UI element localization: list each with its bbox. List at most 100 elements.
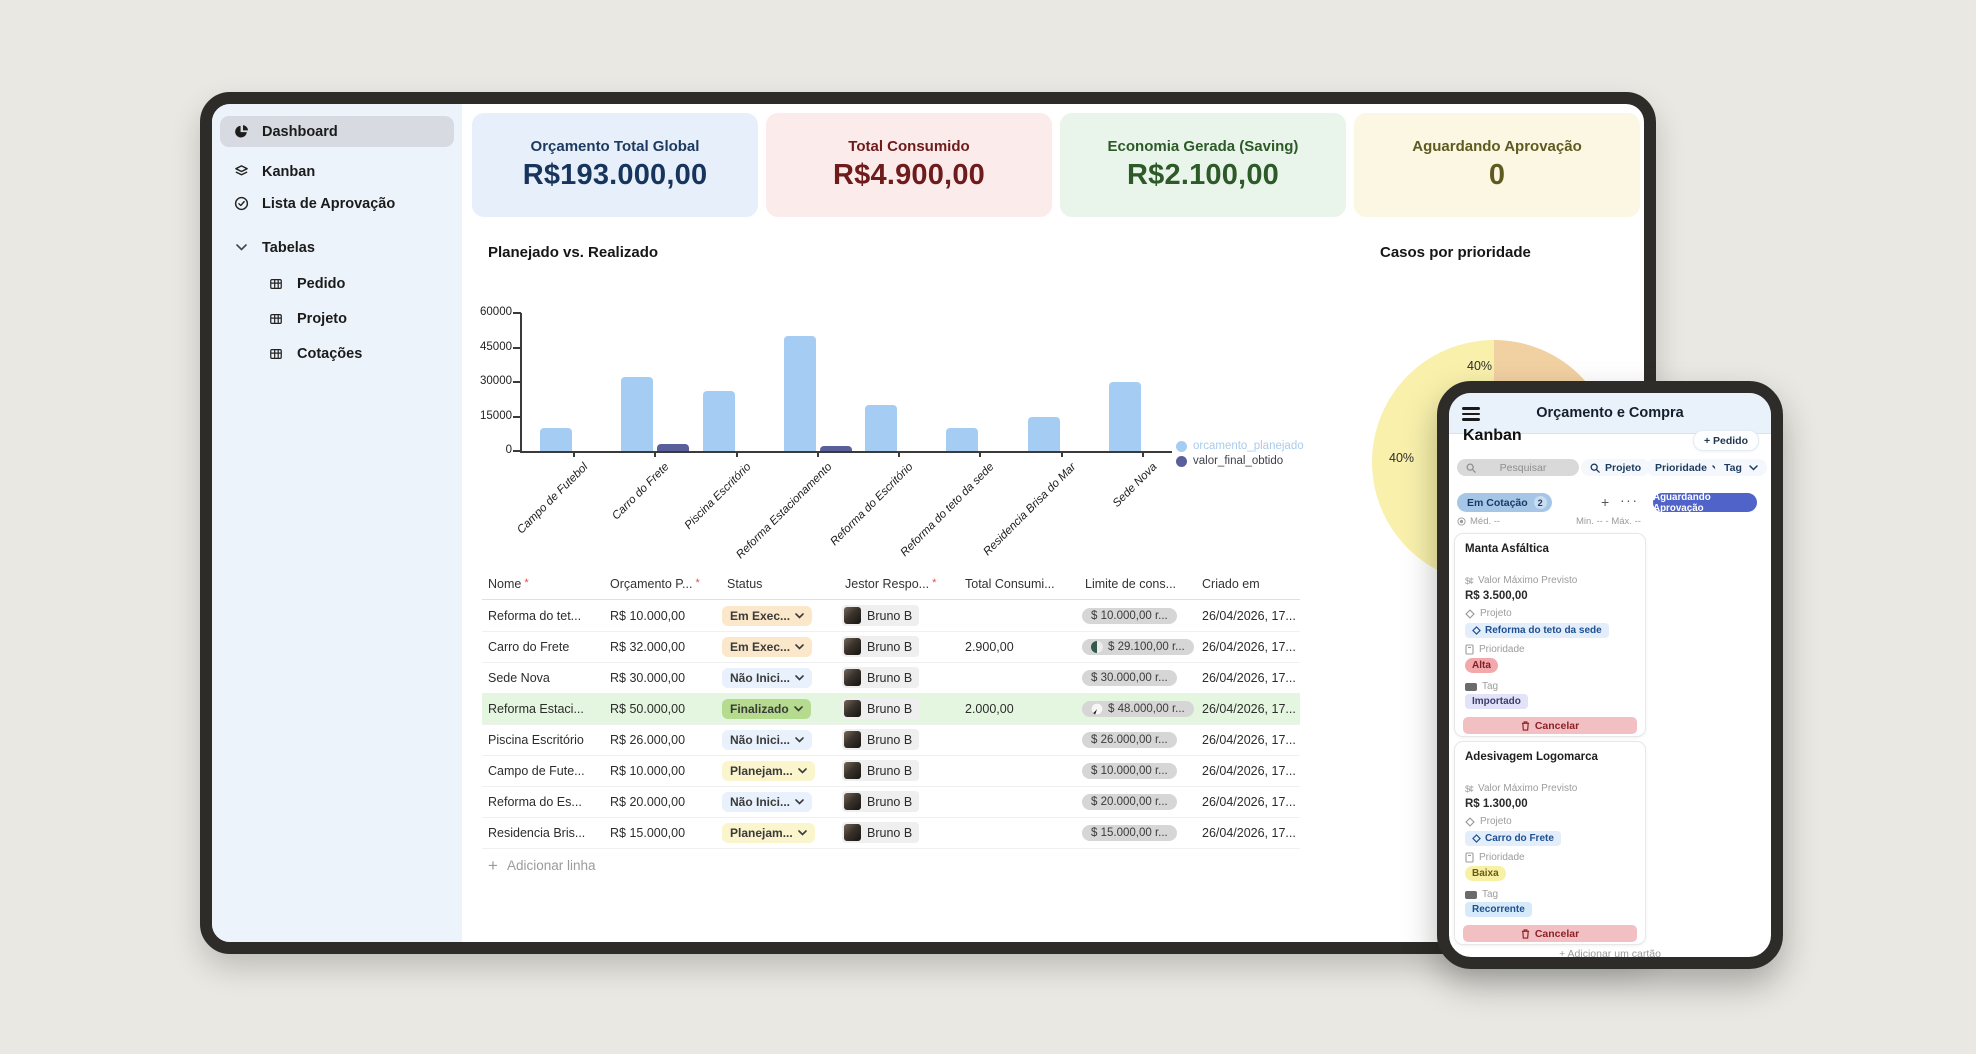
status-dropdown[interactable]: Em Exec...: [722, 636, 813, 657]
owner-chip[interactable]: Bruno B: [842, 791, 920, 812]
chevron-down-icon: [1749, 464, 1758, 471]
owner-chip[interactable]: Bruno B: [842, 698, 920, 719]
column-more-icon[interactable]: ···: [1620, 492, 1639, 508]
card-priority-chip[interactable]: Baixa: [1465, 866, 1506, 881]
card-project-chip[interactable]: Reforma do teto da sede: [1465, 623, 1609, 638]
new-pedido-button[interactable]: + Pedido: [1692, 430, 1759, 451]
legend-label: valor_final_obtido: [1193, 455, 1284, 467]
status-dropdown[interactable]: Planejam...: [722, 822, 815, 843]
money-icon: $¢: [1465, 783, 1474, 794]
status-dropdown[interactable]: Não Inici...: [722, 729, 813, 750]
kanban-card[interactable]: Adesivagem Logomarca $¢ Valor Máximo Pre…: [1454, 741, 1646, 945]
kanban-column-aguardando-aprovacao[interactable]: Aguardando Aprovação: [1653, 492, 1757, 514]
status-dropdown[interactable]: Não Inici...: [722, 791, 813, 812]
cell-name: Piscina Escritório: [488, 732, 584, 747]
owner-chip[interactable]: Bruno B: [842, 667, 920, 688]
cell-owner: Bruno B: [842, 786, 960, 817]
stat-value: 0: [1488, 159, 1506, 191]
table-row[interactable]: Piscina Escritório R$ 26.000,00 Não Inici.…: [482, 724, 1300, 756]
limit-value: $ 30.000,00 r...: [1091, 671, 1168, 684]
sidebar-item-lista-de-aprovacao[interactable]: Lista de Aprovação: [220, 188, 454, 219]
table-row[interactable]: Carro do Frete R$ 32.000,00 Em Exec... Brun…: [482, 631, 1300, 663]
sidebar-item-pedido[interactable]: Pedido: [220, 268, 454, 299]
cell-limit: $ 48.000,00 r...: [1082, 693, 1197, 724]
cancel-button[interactable]: Cancelar: [1463, 717, 1637, 734]
sidebar-item-projeto[interactable]: Projeto: [220, 303, 454, 334]
status-dropdown[interactable]: Finalizado: [722, 698, 811, 719]
limit-value: $ 10.000,00 r...: [1091, 609, 1168, 622]
owner-chip[interactable]: Bruno B: [842, 760, 920, 781]
plus-icon: +: [488, 856, 498, 875]
card-project-chip[interactable]: Carro do Frete: [1465, 831, 1561, 846]
filter-projeto[interactable]: Projeto: [1581, 459, 1651, 476]
column-header-nome[interactable]: Nome: [488, 577, 529, 591]
owner-chip[interactable]: Bruno B: [842, 729, 920, 750]
status-dropdown[interactable]: Não Inici...: [722, 667, 813, 688]
limit-pill: $ 20.000,00 r...: [1082, 793, 1177, 810]
table-row[interactable]: Campo de Fute... R$ 10.000,00 Planejam... B…: [482, 755, 1300, 787]
sidebar-item-cotacoes[interactable]: Cotações: [220, 338, 454, 369]
cell-budget: R$ 32.000,00: [610, 639, 686, 654]
card-title: Manta Asfáltica: [1465, 543, 1549, 555]
cell-created: 26/04/2026, 17...: [1202, 670, 1296, 685]
x-axis-tick: [816, 451, 819, 457]
cell-total: [965, 786, 1078, 817]
cell-name: Reforma do tet...: [488, 608, 582, 623]
sidebar-item-tabelas[interactable]: Tabelas: [220, 232, 454, 263]
filter-partial[interactable]: [1773, 459, 1783, 476]
status-label: Não Inici...: [730, 670, 791, 685]
column-header-status[interactable]: Status: [727, 577, 763, 591]
card-project-label: Projeto: [1465, 816, 1512, 827]
card-tag-chip[interactable]: Importado: [1465, 694, 1528, 709]
cell-status: Planejam...: [722, 817, 840, 848]
x-axis-tick: [735, 451, 738, 457]
kanban-column-em-cotacao[interactable]: Em Cotação 2: [1457, 493, 1552, 512]
filter-tag[interactable]: Tag: [1715, 459, 1767, 476]
card-priority-label: Prioridade: [1465, 852, 1525, 863]
owner-chip[interactable]: Bruno B: [842, 822, 920, 843]
cell-created: 26/04/2026, 17...: [1202, 794, 1296, 809]
y-axis-tick: [513, 312, 521, 314]
card-value-label: $¢ Valor Máximo Previsto: [1465, 783, 1578, 794]
avatar: [844, 731, 861, 748]
limit-pill: $ 15.000,00 r...: [1082, 824, 1177, 841]
table-row[interactable]: Residencia Bris... R$ 15.000,00 Planejam..…: [482, 817, 1300, 849]
column-header-criado[interactable]: Criado em: [1202, 577, 1260, 591]
cell-limit: $ 30.000,00 r...: [1082, 662, 1197, 693]
sidebar-item-kanban[interactable]: Kanban: [220, 156, 454, 187]
bar-valor_final_obtido: [657, 444, 690, 451]
owner-chip[interactable]: Bruno B: [842, 605, 920, 626]
hamburger-menu-icon[interactable]: [1462, 407, 1480, 421]
kanban-card[interactable]: Manta Asfáltica $¢ Valor Máximo Previsto…: [1454, 533, 1646, 737]
owner-name: Bruno B: [867, 763, 913, 778]
add-row-button[interactable]: + Adicionar linha: [488, 857, 596, 874]
table-row[interactable]: Sede Nova R$ 30.000,00 Não Inici... Bruno B…: [482, 662, 1300, 694]
cancel-button[interactable]: Cancelar: [1463, 925, 1637, 942]
filter-prioridade[interactable]: Prioridade: [1646, 459, 1730, 476]
table-row[interactable]: Reforma do tet... R$ 10.000,00 Em Exec... B…: [482, 600, 1300, 632]
owner-name: Bruno B: [867, 639, 913, 654]
owner-chip[interactable]: Bruno B: [842, 636, 920, 657]
add-card-button[interactable]: + Adicionar um cartão: [1559, 948, 1661, 960]
column-header-total[interactable]: Total Consumi...: [965, 577, 1055, 591]
cell-created: 26/04/2026, 17...: [1202, 732, 1296, 747]
sidebar-item-dashboard[interactable]: Dashboard: [220, 116, 454, 147]
card-project-label: Projeto: [1465, 608, 1512, 619]
search-input[interactable]: Pesquisar: [1457, 459, 1579, 476]
card-tag-chip[interactable]: Recorrente: [1465, 902, 1532, 917]
column-header-jestor[interactable]: Jestor Respo...: [845, 577, 936, 591]
main-app-window: Dashboard Kanban Lista de Aprovação Tabe…: [200, 92, 1656, 954]
cell-name: Reforma Estaci...: [488, 701, 584, 716]
table-row[interactable]: Reforma do Es... R$ 20.000,00 Não Inici...…: [482, 786, 1300, 818]
add-column-card-icon[interactable]: +: [1601, 494, 1610, 510]
column-header-orcamento[interactable]: Orçamento P...: [610, 577, 700, 591]
column-header-limite[interactable]: Limite de cons...: [1085, 577, 1177, 591]
status-dropdown[interactable]: Planejam...: [722, 760, 815, 781]
card-priority-chip[interactable]: Alta: [1465, 658, 1498, 673]
bar-orcamento_planejado: [540, 428, 572, 451]
status-dropdown[interactable]: Em Exec...: [722, 605, 813, 626]
cell-status: Planejam...: [722, 755, 840, 786]
table-row[interactable]: Reforma Estaci... R$ 50.000,00 Finalizado B…: [482, 693, 1300, 725]
bar-chart-legend: orcamento_planejado valor_final_obtido: [1176, 440, 1304, 467]
y-axis-tick-label: 15000: [480, 409, 512, 422]
